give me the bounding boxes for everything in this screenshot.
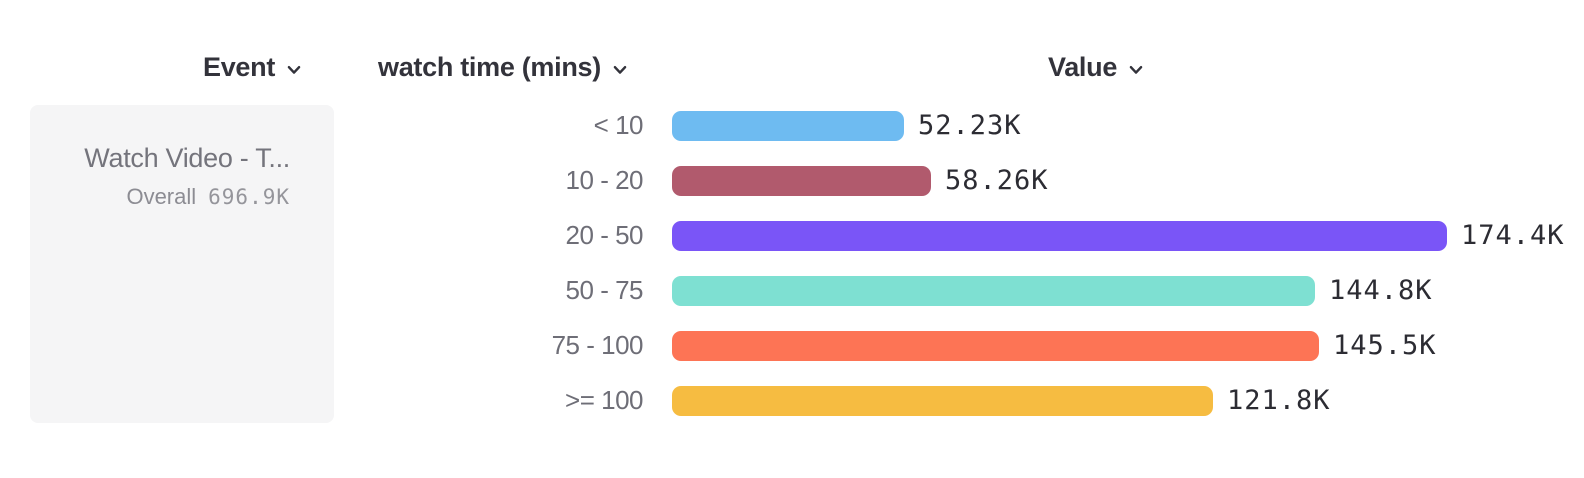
bar[interactable] [672,275,1315,306]
bar[interactable] [672,385,1213,416]
bar[interactable] [672,110,904,141]
event-card[interactable]: Watch Video - T... Overall 696.9K [30,105,334,423]
bar-value-label: 174.4K [1461,220,1565,251]
bucket-label: >= 100 [565,385,643,415]
chevron-down-icon [613,65,627,74]
bucket-label: 10 - 20 [565,165,644,195]
bar-track: 121.8K [672,385,1584,416]
overall-label: Overall [126,184,197,209]
bucket-label: 75 - 100 [551,330,644,360]
chart-row: 20 - 50 174.4K [400,208,1584,263]
bar-value-label: 58.26K [945,165,1049,196]
bar-track: 58.26K [672,165,1584,196]
bar-value-label: 121.8K [1227,385,1331,416]
bucket-label: 50 - 75 [565,275,644,305]
chevron-down-icon [1129,65,1143,74]
bucket-label: 20 - 50 [565,220,644,250]
event-column-dropdown[interactable]: Event [203,52,303,83]
breakdown-column-label: watch time (mins) [378,52,601,82]
bar-track: 145.5K [672,330,1584,361]
bar-chart: < 10 52.23K 10 - 20 58.26K 20 - 50 174.4K 50 -… [400,98,1584,428]
chart-row: 50 - 75 144.8K [400,263,1584,318]
bar-track: 174.4K [672,220,1584,251]
event-column-label: Event [203,52,276,82]
bar[interactable] [672,220,1447,251]
chart-row: < 10 52.23K [400,98,1584,153]
value-column-dropdown[interactable]: Value [1048,52,1145,83]
bar-value-label: 144.8K [1329,275,1433,306]
breakdown-column-dropdown[interactable]: watch time (mins) [378,52,629,83]
bar-value-label: 52.23K [918,110,1022,141]
bucket-label: < 10 [593,110,644,140]
value-column-label: Value [1048,52,1118,82]
chart-row: 75 - 100 145.5K [400,318,1584,373]
bar[interactable] [672,165,931,196]
chart-row: >= 100 121.8K [400,373,1584,428]
bar-track: 52.23K [672,110,1584,141]
overall-value: 696.9K [208,185,290,209]
bar-track: 144.8K [672,275,1584,306]
event-name: Watch Video - T... [84,143,290,173]
event-overall-row: Overall 696.9K [30,184,290,210]
chart-row: 10 - 20 58.26K [400,153,1584,208]
chevron-down-icon [287,65,301,74]
bar-value-label: 145.5K [1333,330,1437,361]
bar[interactable] [672,330,1319,361]
